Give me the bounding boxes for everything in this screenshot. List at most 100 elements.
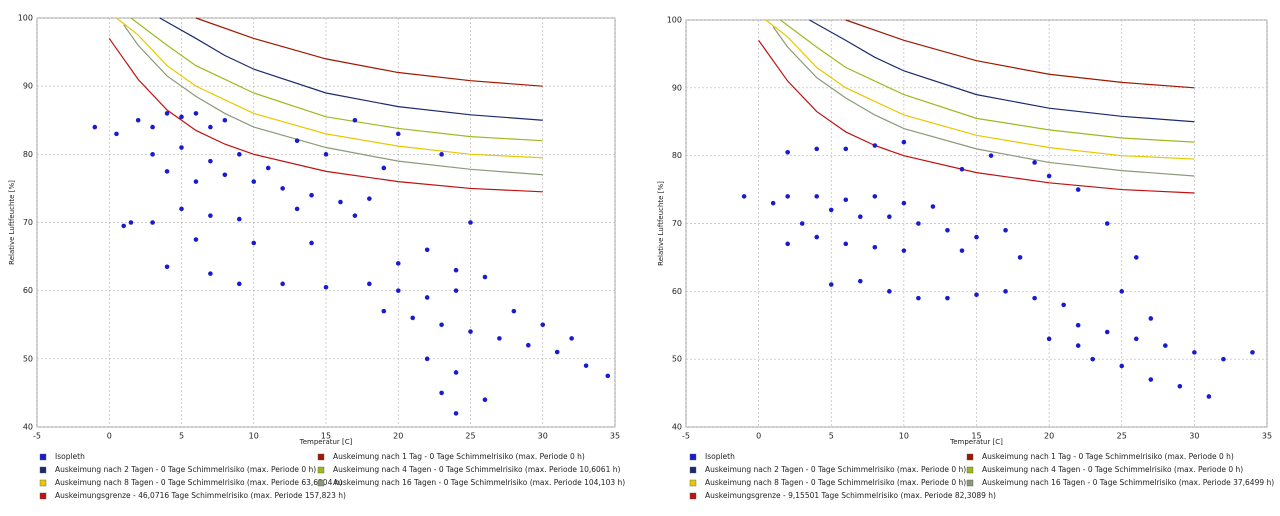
data-point [1119,289,1125,294]
data-point [540,322,546,328]
legend-label: Auskeimung nach 8 Tagen - 0 Tage Schimme… [705,478,966,487]
data-point [554,349,560,355]
data-point [1221,356,1226,362]
legend-label: Auskeimung nach 2 Tagen - 0 Tage Schimme… [705,465,966,474]
data-point [265,165,271,171]
data-point [872,244,878,250]
data-point [294,138,300,143]
data-point [128,220,134,225]
data-point [424,295,430,300]
y-tick-label: 60 [23,286,33,295]
y-tick-label: 50 [672,355,682,364]
data-point [367,281,372,287]
data-point [453,288,459,293]
legend-swatch [39,492,47,500]
data-point [1032,160,1037,165]
legend-swatch [689,479,697,487]
isopleth-curve [809,19,1195,123]
data-point [605,373,611,379]
data-point [164,264,170,270]
data-point [583,363,589,368]
data-point [323,152,329,157]
isopleth-curve [159,17,543,121]
data-point [381,308,387,314]
y-tick-label: 40 [23,423,33,432]
data-point [439,152,444,157]
data-point [497,336,502,341]
legend-swatch [39,466,47,474]
data-point [1192,350,1197,355]
x-tick-label: 30 [538,432,548,441]
data-point [92,124,98,130]
y-tick-label: 60 [672,287,682,296]
data-point [1075,187,1081,192]
data-point [799,221,805,226]
isopleth-curve [772,26,1195,177]
legend-label: Auskeimung nach 8 Tagen - 0 Tage Schimme… [55,478,342,487]
data-point [352,117,358,123]
x-tick-label: 0 [756,432,761,441]
isopleth-curve [108,38,543,193]
data-point [959,248,965,253]
data-point [930,204,936,209]
legend-swatch [39,479,47,487]
data-point [294,206,300,212]
data-point [395,261,401,266]
data-point [179,114,184,120]
y-tick-label: 90 [23,82,33,91]
y-tick-label: 50 [23,354,33,363]
data-point [1061,302,1066,308]
x-tick-label: 25 [465,432,475,441]
y-tick-label: 40 [672,423,682,432]
data-point [208,213,213,218]
data-point [179,206,184,212]
data-point [251,179,257,184]
data-point [193,179,199,184]
isopleth-curve [195,17,543,87]
y-tick-label: 70 [23,218,33,227]
data-point [828,282,834,287]
data-point [814,146,820,152]
data-point [208,124,213,130]
x-tick-label: 5 [829,432,834,441]
x-tick-label: 20 [1044,432,1054,441]
data-point [395,288,401,293]
legend-swatch [966,453,974,461]
data-point [1046,336,1052,342]
y-axis-label: Relative Luftfeuchte [%] [8,180,16,265]
data-point [114,131,119,137]
data-point [916,221,921,226]
data-point [482,274,488,280]
legend-swatch [317,479,325,487]
data-point [150,124,155,130]
data-point [410,315,416,321]
data-point [741,194,747,199]
data-point [468,329,473,334]
x-axis-label: Temperatur [C] [299,438,353,446]
data-point [1133,336,1139,342]
legend-label: Auskeimungsgrenze - 9,15501 Tage Schimme… [705,491,996,500]
data-point [1003,289,1008,294]
data-point [814,234,820,240]
data-point [150,152,155,157]
y-tick-label: 80 [672,151,682,160]
x-tick-label: 15 [971,432,981,441]
data-point [785,149,790,155]
data-point [251,240,257,246]
data-point [569,336,574,341]
isopleth-curve [130,17,543,142]
data-point [424,356,430,362]
data-point [858,214,863,220]
data-point [208,158,213,164]
legend-label: Auskeimung nach 4 Tagen - 0 Tage Schimme… [982,465,1243,474]
data-point [872,143,878,148]
data-point [453,267,459,273]
data-point [280,281,285,287]
data-point [1003,227,1008,233]
data-point [959,166,965,172]
x-tick-label: 25 [1117,432,1127,441]
data-point [237,281,242,287]
data-point [887,289,892,294]
data-point [164,111,170,116]
